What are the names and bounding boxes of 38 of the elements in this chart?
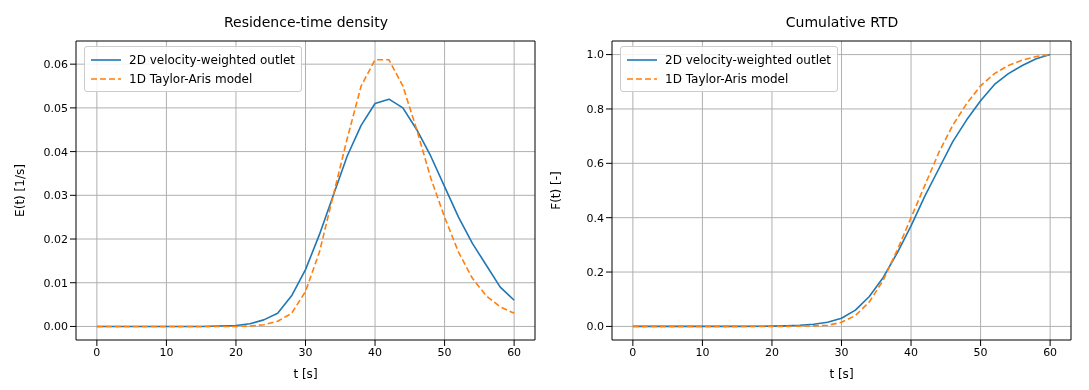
y-tick-label: 0.8 xyxy=(586,102,604,116)
legend-label: 2D velocity-weighted outlet xyxy=(129,52,296,67)
chart-title: Cumulative RTD xyxy=(784,14,900,30)
legend-label: 1D Taylor-Aris model xyxy=(129,71,253,86)
x-tick-label: 60 xyxy=(507,345,522,359)
x-tick-label: 20 xyxy=(228,345,243,359)
x-tick-label: 10 xyxy=(695,345,710,359)
x-tick-label: 10 xyxy=(159,345,174,359)
y-tick-label: 0.05 xyxy=(43,101,68,115)
y-tick-label: 1.0 xyxy=(586,48,604,62)
x-tick-label: 50 xyxy=(437,345,452,359)
legend-label: 2D velocity-weighted outlet xyxy=(665,52,832,67)
x-axis-title: t [s] xyxy=(293,367,318,381)
x-tick-label: 20 xyxy=(764,345,779,359)
y-tick-label: 0.01 xyxy=(43,276,68,290)
y-tick-label: 0.02 xyxy=(43,232,68,246)
y-tick-label: 0.4 xyxy=(586,211,604,225)
x-tick-label: 40 xyxy=(368,345,383,359)
y-axis-title: F(t) [-] xyxy=(549,171,564,210)
y-axis-title: E(t) [1/s] xyxy=(13,164,28,217)
x-tick-label: 50 xyxy=(973,345,988,359)
y-tick-label: 0.03 xyxy=(43,189,68,203)
line-series xyxy=(632,53,1051,328)
x-tick-label: 30 xyxy=(834,345,849,359)
x-axis-title: t [s] xyxy=(829,367,854,381)
y-tick-label: 0.6 xyxy=(586,157,604,171)
y-tick-label: 0.06 xyxy=(43,58,68,72)
y-tick-label: 0.04 xyxy=(43,145,68,159)
x-tick-label: 60 xyxy=(1043,345,1058,359)
x-tick-label: 40 xyxy=(904,345,919,359)
y-tick-label: 0.0 xyxy=(586,320,604,334)
chart-title: Residence-time density xyxy=(222,14,389,30)
x-tick-label: 0 xyxy=(629,345,637,359)
y-tick-label: 0.2 xyxy=(586,265,604,279)
x-tick-label: 30 xyxy=(298,345,313,359)
legend-label: 1D Taylor-Aris model xyxy=(665,71,789,86)
x-tick-label: 0 xyxy=(93,345,101,359)
y-tick-label: 0.00 xyxy=(43,320,68,334)
